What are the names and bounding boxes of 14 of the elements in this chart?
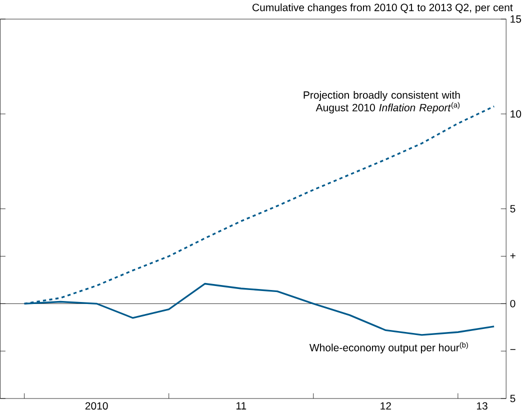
- y-tick-label: −: [510, 349, 516, 350]
- series-label: Projection broadly consistent with August 2010 Inflation Report$^{(a)}$: [304, 90, 460, 114]
- y-axis-title: Cumulative changes from 2010 Q1 to 2013 Q2, per cent: [252, 3, 513, 14]
- y-tick-label: +: [510, 253, 516, 258]
- y-tick-label: 5: [510, 394, 516, 402]
- y-tick-label: 10: [510, 110, 522, 118]
- y-tick-label: 15: [510, 15, 522, 23]
- y-tick-label: 0: [510, 300, 516, 308]
- x-tick-label: 13: [476, 402, 488, 410]
- x-tick-label: 12: [380, 402, 391, 410]
- x-tick-label: 11: [236, 402, 246, 410]
- series-label: Whole-economy output per hour$^{(b)}$: [309, 342, 468, 354]
- x-tick-label: 2010: [85, 402, 108, 410]
- y-tick-label: 5: [510, 205, 516, 212]
